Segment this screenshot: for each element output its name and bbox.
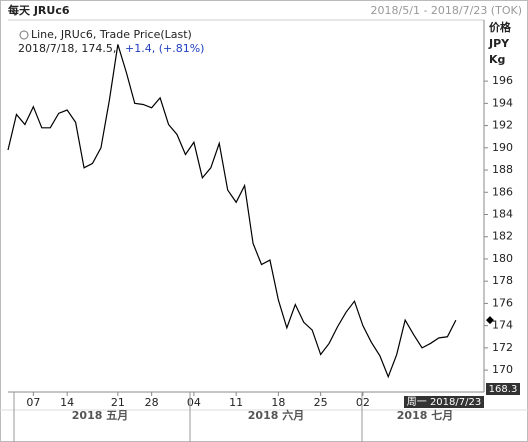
month-label: 2018 五月 [72,409,128,422]
x-tick-label: 28 [145,396,159,409]
y-tick-label: 190 [492,141,513,154]
y-axis-label: 价格 [489,20,512,34]
x-tick-label: 18 [271,396,285,409]
month-label: 2018 六月 [248,408,304,422]
cursor-date-box [404,396,484,408]
price-line [7,44,457,379]
y-tick-label: 188 [492,163,513,176]
x-tick-label: 02 [356,396,370,409]
legend-detail: 2018/7/18, 174.5, [18,42,116,55]
y-tick-label: 170 [492,363,513,376]
y-tick-label: 176 [492,296,513,309]
x-tick-label: 11 [229,396,243,409]
y-axis-label: Kg [489,53,505,66]
y-tick-label: 174 [492,319,513,332]
x-tick-label: 14 [60,396,74,409]
legend-title: Line, JRUc6, Trade Price(Last) [31,28,192,41]
cursor-value-box [486,383,520,395]
x-tick-label: 07 [26,396,40,409]
y-axis-label: JPY [488,37,510,50]
y-tick-label: 194 [492,96,513,109]
y-tick-label: 196 [492,74,513,87]
month-label: 2018 七月 [397,408,453,422]
date-range: 2018/5/1 - 2018/7/23 (TOK) [371,4,522,17]
y-tick-label: 182 [492,230,513,243]
y-tick-label: 192 [492,119,513,132]
y-tick-label: 180 [492,252,513,265]
x-tick-label: 21 [111,396,125,409]
legend-icon [19,30,29,40]
chart-title: 每天 JRUc6 [8,3,70,17]
y-tick-label: 172 [492,341,513,354]
legend-change: +1.4, (+.81%) [125,42,204,55]
y-tick-label: 184 [492,208,513,221]
last-value-marker [486,316,494,325]
cursor-value: 168.3 [489,384,518,395]
y-tick-label: 178 [492,274,513,287]
y-tick-label: 186 [492,185,513,198]
cursor-date: 周一 2018/7/23 [407,396,481,408]
x-tick-label: 04 [187,396,201,409]
x-tick-label: 25 [314,396,328,409]
